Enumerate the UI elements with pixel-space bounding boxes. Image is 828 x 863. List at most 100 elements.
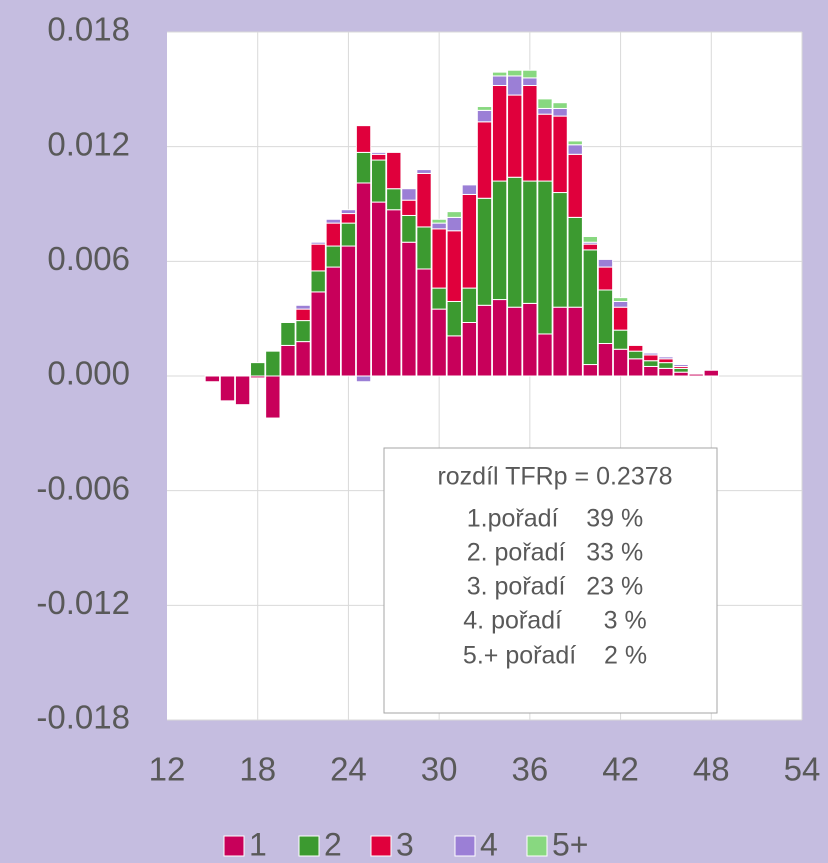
- annotation-line: 3. pořadí 23 %: [467, 573, 644, 601]
- annotation-line: 5.+ pořadí 2 %: [463, 642, 647, 670]
- bar: [643, 354, 659, 362]
- bar: [522, 77, 538, 87]
- bar: [370, 159, 387, 203]
- x-tick-label: 42: [602, 751, 639, 788]
- legend-label: 3: [396, 826, 414, 862]
- bar: [522, 302, 538, 377]
- bar: [552, 102, 568, 109]
- bar: [325, 222, 341, 247]
- bar: [386, 188, 402, 211]
- bar: [446, 211, 462, 218]
- bar: [446, 216, 462, 232]
- legend-swatch: [223, 835, 245, 857]
- bar: [416, 169, 432, 174]
- bar: [552, 107, 568, 117]
- bar: [461, 193, 478, 289]
- bar: [234, 375, 251, 406]
- bar: [416, 268, 432, 377]
- bar: [204, 375, 221, 383]
- x-tick-label: 24: [330, 751, 367, 788]
- bar: [250, 362, 266, 377]
- bar: [476, 121, 493, 199]
- bar: [507, 306, 523, 377]
- bar: [325, 218, 341, 224]
- bar: [612, 348, 629, 377]
- bar: [355, 375, 372, 383]
- bar: [446, 335, 462, 377]
- bar: [476, 106, 493, 111]
- bar: [340, 213, 357, 224]
- bar: [612, 306, 629, 331]
- y-tick-label: -0.006: [36, 469, 130, 506]
- x-tick-label: 18: [239, 751, 276, 788]
- bar: [537, 98, 553, 109]
- bar: [280, 344, 296, 377]
- bar: [491, 299, 508, 377]
- bar: [522, 180, 538, 304]
- bar: [582, 243, 599, 251]
- x-tick-label: 48: [693, 751, 730, 788]
- bar: [355, 182, 372, 377]
- y-tick-label: 0.006: [47, 240, 130, 277]
- bar: [673, 364, 689, 367]
- bar: [643, 352, 659, 356]
- bar: [612, 300, 629, 308]
- bar: [658, 358, 674, 364]
- bar: [355, 151, 372, 184]
- bar: [612, 329, 629, 350]
- bar: [370, 201, 387, 377]
- bar: [310, 270, 326, 293]
- legend-label: 5+: [552, 826, 588, 862]
- bar: [537, 180, 553, 335]
- annotation-line: 2. pořadí 33 %: [467, 539, 644, 567]
- bar: [325, 245, 341, 268]
- bar: [431, 287, 447, 310]
- bar: [340, 245, 357, 377]
- bar: [522, 69, 538, 79]
- bar: [567, 140, 583, 146]
- bar: [628, 358, 644, 377]
- bar: [597, 343, 614, 377]
- annotation-box: [383, 447, 718, 714]
- bar: [476, 304, 493, 377]
- bar: [295, 308, 311, 322]
- y-tick-label: 0.012: [47, 125, 130, 162]
- bar: [461, 287, 478, 323]
- bar: [703, 369, 719, 377]
- bar: [386, 209, 402, 377]
- bar: [628, 344, 644, 352]
- bar: [491, 75, 508, 87]
- bar: [552, 115, 568, 194]
- annotation-line: rozdíl TFRp = 0.2378: [437, 463, 672, 491]
- legend-swatch: [370, 835, 392, 857]
- bar: [567, 216, 583, 308]
- bar: [416, 172, 432, 228]
- bar: [461, 184, 478, 195]
- bar: [280, 321, 296, 346]
- bar: [597, 266, 614, 291]
- bar: [582, 364, 599, 377]
- bar: [295, 304, 311, 310]
- bar: [401, 241, 417, 377]
- bar: [597, 258, 614, 268]
- bar: [310, 291, 326, 377]
- bar: [431, 228, 447, 289]
- bar: [431, 308, 447, 377]
- bar: [476, 109, 493, 123]
- y-tick-label: -0.018: [36, 699, 130, 736]
- bar: [537, 333, 553, 377]
- bar: [219, 375, 236, 402]
- bar: [567, 153, 583, 218]
- x-tick-label: 12: [149, 751, 186, 788]
- bar: [370, 151, 387, 155]
- bar: [446, 300, 462, 337]
- bar: [643, 360, 659, 367]
- bar: [537, 107, 553, 115]
- bar: [658, 362, 674, 369]
- bar: [310, 241, 326, 245]
- bar: [401, 199, 417, 216]
- bar: [431, 218, 447, 224]
- bar: [507, 69, 523, 77]
- bar: [612, 297, 629, 302]
